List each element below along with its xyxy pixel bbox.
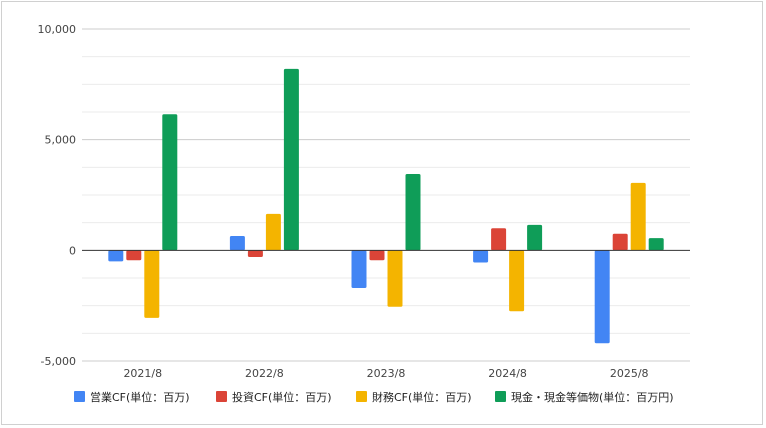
bar <box>162 114 178 251</box>
x-tick-label: 2024/8 <box>488 367 527 380</box>
bar <box>509 250 525 312</box>
legend-swatch <box>356 391 367 402</box>
bar <box>612 233 628 251</box>
bar <box>126 250 142 261</box>
bar <box>351 250 367 288</box>
legend-item: 営業CF(単位：百万) <box>74 390 190 404</box>
y-tick-label: 10,000 <box>38 23 77 36</box>
bars <box>82 68 690 344</box>
legend-swatch <box>74 391 85 402</box>
x-tick-label: 2022/8 <box>245 367 284 380</box>
legend-swatch <box>495 391 506 402</box>
legend-label: 営業CF(単位：百万) <box>90 390 190 404</box>
x-tick-label: 2021/8 <box>123 367 162 380</box>
bar <box>387 250 403 307</box>
bar <box>527 224 543 251</box>
bar <box>648 238 664 251</box>
x-tick-label: 2025/8 <box>610 367 649 380</box>
bar <box>630 182 646 251</box>
legend-item: 投資CF(単位：百万) <box>216 390 332 404</box>
legend: 営業CF(単位：百万) 投資CF(単位：百万) 財務CF(単位：百万) 現金・現金等価… <box>74 390 674 404</box>
legend-label: 現金・現金等価物(単位：百万円) <box>511 390 674 404</box>
y-tick-label: 0 <box>69 244 76 257</box>
bar <box>369 250 385 261</box>
y-tick-label: -5,000 <box>41 355 76 368</box>
bar <box>283 68 299 251</box>
bar <box>229 235 245 251</box>
y-tick-label: 5,000 <box>45 134 77 147</box>
x-axis-ticks: 2021/8 2022/8 2023/8 2024/8 2025/8 <box>123 367 648 380</box>
bar <box>144 250 160 318</box>
bar <box>473 250 489 263</box>
bar <box>265 213 281 251</box>
gridlines <box>82 28 690 362</box>
legend-swatch <box>216 391 227 402</box>
legend-item: 現金・現金等価物(単位：百万円) <box>495 390 674 404</box>
x-tick-label: 2023/8 <box>367 367 406 380</box>
legend-label: 財務CF(単位：百万) <box>372 390 472 404</box>
bar <box>405 173 421 251</box>
legend-item: 財務CF(単位：百万) <box>356 390 472 404</box>
bar <box>594 250 610 344</box>
bar <box>247 250 263 257</box>
bar <box>491 228 507 251</box>
legend-label: 投資CF(単位：百万) <box>232 390 332 404</box>
bar <box>108 250 124 262</box>
y-axis-ticks: -5,000 0 5,000 10,000 <box>38 23 77 368</box>
